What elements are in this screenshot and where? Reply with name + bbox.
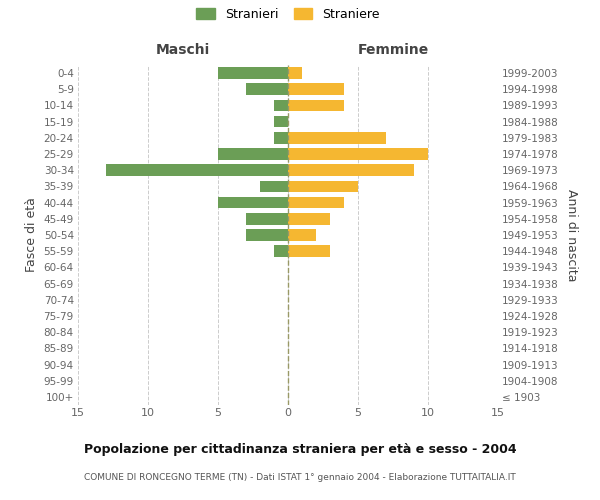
Bar <box>288 180 358 192</box>
Bar <box>274 132 288 143</box>
Bar <box>288 229 316 241</box>
Text: Maschi: Maschi <box>156 43 210 57</box>
Text: COMUNE DI RONCEGNO TERME (TN) - Dati ISTAT 1° gennaio 2004 - Elaborazione TUTTAI: COMUNE DI RONCEGNO TERME (TN) - Dati IST… <box>84 472 516 482</box>
Bar <box>274 246 288 257</box>
Bar <box>246 213 288 224</box>
Bar <box>246 229 288 241</box>
Bar <box>288 213 330 224</box>
Bar <box>288 132 386 143</box>
Bar <box>288 100 344 112</box>
Legend: Stranieri, Straniere: Stranieri, Straniere <box>193 4 383 24</box>
Bar <box>274 100 288 112</box>
Bar <box>288 84 344 95</box>
Y-axis label: Fasce di età: Fasce di età <box>25 198 38 272</box>
Bar <box>218 68 288 79</box>
Bar <box>288 197 344 208</box>
Bar <box>274 116 288 128</box>
Bar <box>288 164 414 176</box>
Y-axis label: Anni di nascita: Anni di nascita <box>565 188 578 281</box>
Bar <box>288 148 428 160</box>
Bar <box>246 84 288 95</box>
Text: Femmine: Femmine <box>358 43 428 57</box>
Bar <box>218 148 288 160</box>
Bar <box>218 197 288 208</box>
Bar <box>106 164 288 176</box>
Bar <box>260 180 288 192</box>
Bar <box>288 68 302 79</box>
Bar <box>288 246 330 257</box>
Text: Popolazione per cittadinanza straniera per età e sesso - 2004: Popolazione per cittadinanza straniera p… <box>83 442 517 456</box>
